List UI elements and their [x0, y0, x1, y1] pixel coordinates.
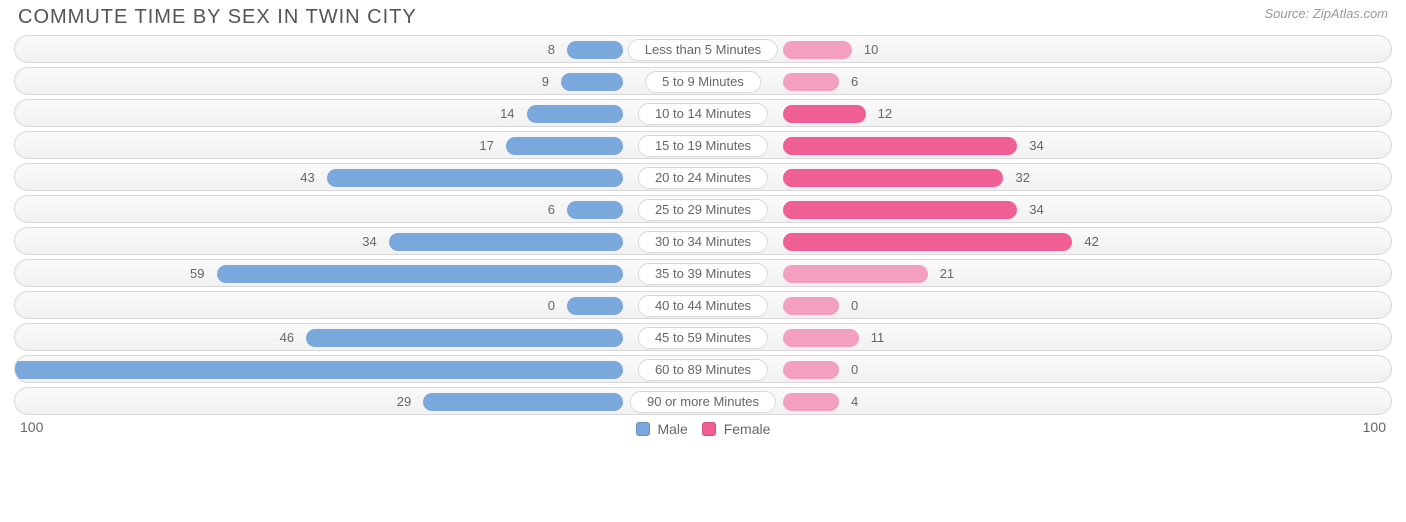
- category-pill: 40 to 44 Minutes: [638, 295, 768, 317]
- axis-right-max: 100: [1363, 419, 1386, 435]
- category-pill: 10 to 14 Minutes: [638, 103, 768, 125]
- value-female: 12: [870, 105, 892, 123]
- bar-female: [783, 73, 839, 91]
- bar-male: [567, 297, 623, 315]
- value-female: 11: [863, 329, 885, 347]
- chart-header: COMMUTE TIME BY SEX IN TWIN CITY Source:…: [14, 6, 1392, 35]
- chart-row: 34 42 30 to 34 Minutes: [14, 227, 1392, 255]
- chart-row: 0 0 40 to 44 Minutes: [14, 291, 1392, 319]
- value-male: 8: [548, 41, 563, 59]
- category-pill: 60 to 89 Minutes: [638, 359, 768, 381]
- chart-source: Source: ZipAtlas.com: [1264, 6, 1388, 21]
- category-pill: Less than 5 Minutes: [628, 39, 778, 61]
- value-male: 6: [548, 201, 563, 219]
- bar-female: [783, 265, 928, 283]
- chart-row: 59 21 35 to 39 Minutes: [14, 259, 1392, 287]
- bar-female: [783, 105, 866, 123]
- value-male: 46: [280, 329, 302, 347]
- bar-male: [561, 73, 623, 91]
- bar-female: [783, 169, 1003, 187]
- legend-label-female: Female: [724, 421, 771, 437]
- chart-row: 29 4 90 or more Minutes: [14, 387, 1392, 415]
- bar-male: [527, 105, 623, 123]
- value-male: 29: [397, 393, 419, 411]
- bar-male: [327, 169, 623, 187]
- bar-male: [389, 233, 623, 251]
- chart-row: 14 12 10 to 14 Minutes: [14, 99, 1392, 127]
- value-female: 0: [843, 361, 858, 379]
- chart-row: 92060 to 89 Minutes: [14, 355, 1392, 383]
- bar-male: [306, 329, 623, 347]
- value-female: 34: [1021, 137, 1043, 155]
- legend-item-male: Male: [636, 421, 688, 437]
- legend-item-female: Female: [702, 421, 771, 437]
- bar-male: [14, 361, 623, 379]
- category-pill: 25 to 29 Minutes: [638, 199, 768, 221]
- bar-male: [217, 265, 624, 283]
- value-female: 10: [856, 41, 878, 59]
- value-male: 17: [479, 137, 501, 155]
- value-female: 0: [843, 297, 858, 315]
- legend-swatch-male: [636, 422, 650, 436]
- chart-rows: 8 10 Less than 5 Minutes 9 6 5 to 9 Minutes 14…: [14, 35, 1392, 415]
- value-male: 43: [300, 169, 322, 187]
- bar-female: [783, 361, 839, 379]
- bar-female: [783, 233, 1072, 251]
- chart-row: 46 11 45 to 59 Minutes: [14, 323, 1392, 351]
- bar-female: [783, 137, 1017, 155]
- chart-row: 6 34 25 to 29 Minutes: [14, 195, 1392, 223]
- value-male: 14: [500, 105, 522, 123]
- bar-male: [506, 137, 623, 155]
- value-male: 34: [362, 233, 384, 251]
- bar-male: [567, 201, 623, 219]
- value-male: 0: [548, 297, 563, 315]
- category-pill: 35 to 39 Minutes: [638, 263, 768, 285]
- value-female: 32: [1007, 169, 1029, 187]
- value-female: 21: [932, 265, 954, 283]
- value-male: 59: [190, 265, 212, 283]
- bar-female: [783, 393, 839, 411]
- chart-title: COMMUTE TIME BY SEX IN TWIN CITY: [18, 6, 417, 29]
- category-pill: 30 to 34 Minutes: [638, 231, 768, 253]
- chart-footer: 100 100 Male Female: [14, 415, 1392, 437]
- bar-male: [423, 393, 623, 411]
- category-pill: 90 or more Minutes: [630, 391, 776, 413]
- value-female: 6: [843, 73, 858, 91]
- value-female: 42: [1076, 233, 1098, 251]
- category-pill: 20 to 24 Minutes: [638, 167, 768, 189]
- axis-left-max: 100: [20, 419, 43, 435]
- category-pill: 5 to 9 Minutes: [645, 71, 761, 93]
- bar-female: [783, 329, 859, 347]
- chart-row: 8 10 Less than 5 Minutes: [14, 35, 1392, 63]
- value-female: 4: [843, 393, 858, 411]
- chart-row: 43 32 20 to 24 Minutes: [14, 163, 1392, 191]
- bar-female: [783, 201, 1017, 219]
- bar-female: [783, 41, 852, 59]
- bar-male: [567, 41, 623, 59]
- legend-swatch-female: [702, 422, 716, 436]
- category-pill: 45 to 59 Minutes: [638, 327, 768, 349]
- legend-label-male: Male: [657, 421, 687, 437]
- value-female: 34: [1021, 201, 1043, 219]
- chart-row: 17 34 15 to 19 Minutes: [14, 131, 1392, 159]
- bar-female: [783, 297, 839, 315]
- category-pill: 15 to 19 Minutes: [638, 135, 768, 157]
- value-male: 9: [542, 73, 557, 91]
- chart-row: 9 6 5 to 9 Minutes: [14, 67, 1392, 95]
